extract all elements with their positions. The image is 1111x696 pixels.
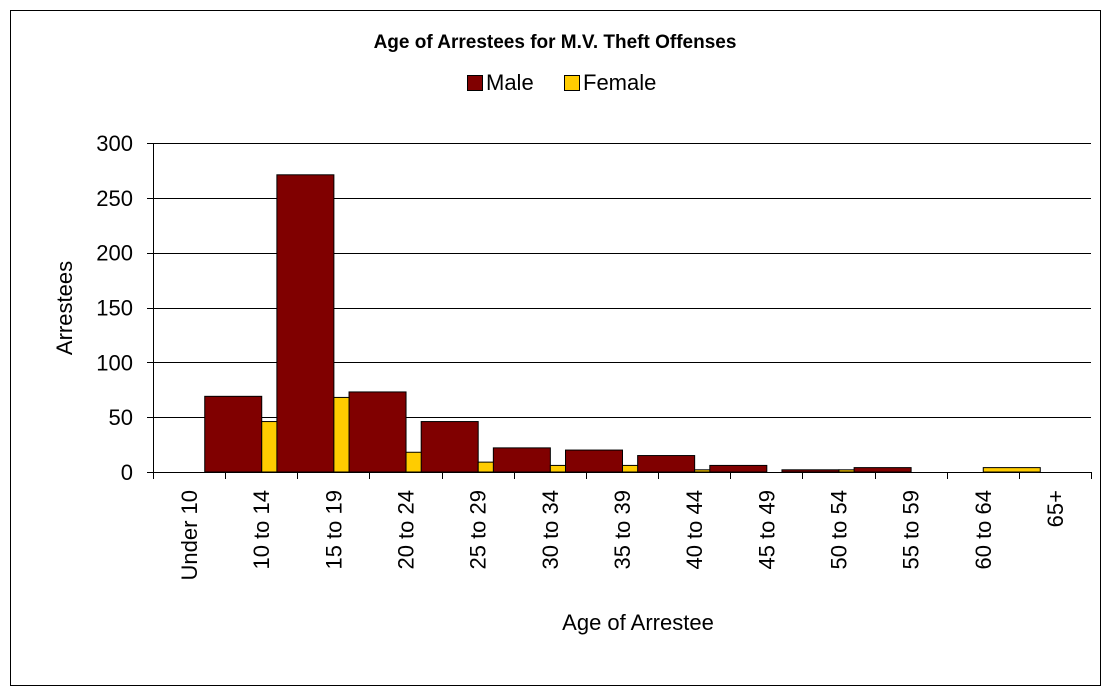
x-tick-label: 40 to 44 — [682, 490, 707, 570]
y-tick-label: 200 — [96, 241, 133, 266]
bar-male — [276, 174, 335, 473]
chart-border — [10, 10, 1101, 686]
x-tick-label: 50 to 54 — [826, 490, 851, 570]
x-tick-labels: Under 10 10 to 14 15 to 19 20 to 24 25 to 29… — [177, 490, 1068, 581]
x-tick-label: 35 to 39 — [610, 490, 635, 570]
bar-male — [781, 469, 840, 473]
x-tick-label: 55 to 59 — [899, 490, 924, 570]
x-tick-label: 65+ — [1043, 490, 1068, 527]
x-tick-label: 45 to 49 — [754, 490, 779, 570]
x-tick-label: 20 to 24 — [394, 490, 419, 570]
bar-male — [565, 449, 623, 473]
chart-title: Age of Arrestees for M.V. Theft Offenses — [374, 32, 737, 53]
y-tick-label: 0 — [121, 460, 133, 485]
bars — [204, 174, 1041, 473]
y-tick-label: 300 — [96, 131, 133, 156]
axes — [147, 143, 1092, 479]
bar-male — [492, 447, 551, 473]
legend-label-female: Female — [583, 70, 656, 95]
x-tick-label: 25 to 29 — [466, 490, 491, 570]
legend-swatch-female — [564, 75, 580, 91]
y-axis-title: Arrestees — [52, 261, 77, 355]
y-tick-label: 100 — [96, 350, 133, 375]
legend-swatch-male — [467, 75, 483, 91]
legend-label-male: Male — [486, 70, 534, 95]
y-tick-label: 50 — [109, 405, 133, 430]
x-tick-label: 60 to 64 — [971, 490, 996, 570]
bar-male — [348, 391, 407, 473]
legend: Male Female — [467, 70, 656, 95]
bar-male — [637, 455, 696, 473]
x-tick-label: 10 to 14 — [249, 490, 274, 570]
x-axis-title: Age of Arrestee — [562, 610, 714, 635]
x-tick-label: 15 to 19 — [321, 490, 346, 570]
bar-male — [853, 467, 912, 473]
bar-male — [709, 464, 768, 473]
x-tick-label: Under 10 — [177, 490, 202, 581]
y-tick-label: 150 — [96, 296, 133, 321]
bar-female — [982, 467, 1041, 473]
x-tick-label: 30 to 34 — [538, 490, 563, 570]
bar-male — [420, 421, 479, 473]
y-tick-label: 250 — [96, 186, 133, 211]
y-tick-labels: 0 50 100 150 200 250 300 — [96, 131, 133, 485]
bar-male — [204, 395, 263, 473]
